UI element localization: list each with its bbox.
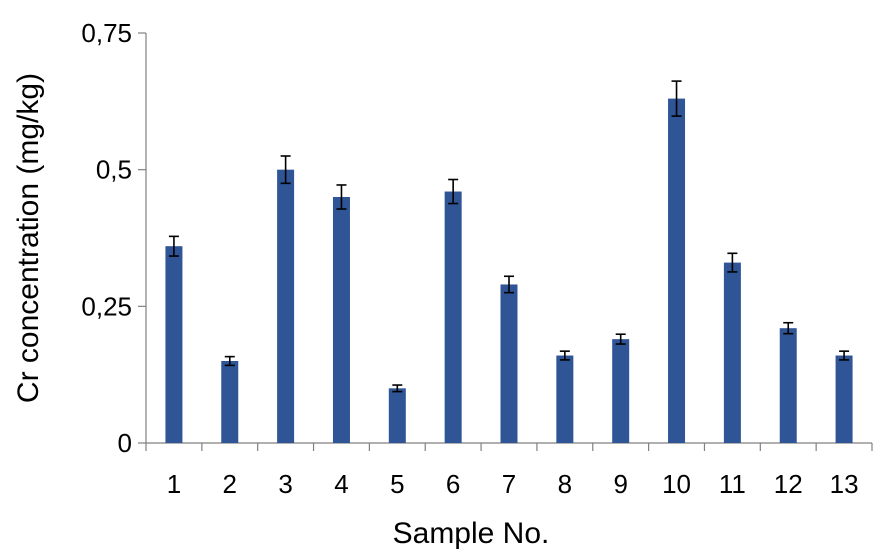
error-bar [336,184,347,210]
x-tick-label: 3 [278,469,292,499]
x-tick-label: 10 [662,469,691,499]
y-tick-label: 0 [118,428,132,458]
bars [165,98,853,443]
x-tick-label: 8 [558,469,572,499]
x-tick-label: 7 [502,469,516,499]
x-tick-label: 1 [167,469,181,499]
x-tick-label: 2 [223,469,237,499]
y-axis-title: Cr concentration (mg/kg) [12,73,45,403]
error-bar [727,252,738,273]
x-tick-label: 12 [774,469,803,499]
bar [165,246,183,443]
bar [556,355,574,443]
x-tick-label: 13 [830,469,859,499]
bar [779,328,797,443]
x-tick-label: 11 [719,469,746,499]
error-bar [671,80,682,117]
bar [332,197,350,443]
bar [221,361,239,443]
error-bar [168,235,179,257]
error-bar [280,155,291,185]
y-axis: 0 0,25 0,5 0,75 [81,18,147,458]
x-tick-label: 5 [390,469,404,499]
bar [723,262,741,443]
bar [277,169,295,443]
y-tick-label: 0,25 [81,291,132,321]
error-bar [448,178,459,205]
error-bar [224,355,235,367]
error-bar [783,321,794,335]
y-tick-label: 0,75 [81,18,132,48]
bar [835,355,853,443]
bar [500,284,518,443]
error-bar [839,350,850,361]
bar [444,191,462,443]
x-tick-label: 9 [613,469,627,499]
x-tick-label: 4 [334,469,348,499]
error-bar [615,333,626,345]
x-axis: 1 2 3 4 5 6 7 8 9 10 11 12 13 [145,442,873,499]
bar [612,339,630,443]
x-tick-label: 6 [446,469,460,499]
error-bar [559,350,570,361]
error-bars [168,80,850,393]
bar [388,388,406,443]
x-axis-title: Sample No. [393,517,550,550]
error-bar [392,384,403,393]
error-bar [504,275,514,294]
y-tick-label: 0,5 [96,155,132,185]
bar [668,98,686,443]
